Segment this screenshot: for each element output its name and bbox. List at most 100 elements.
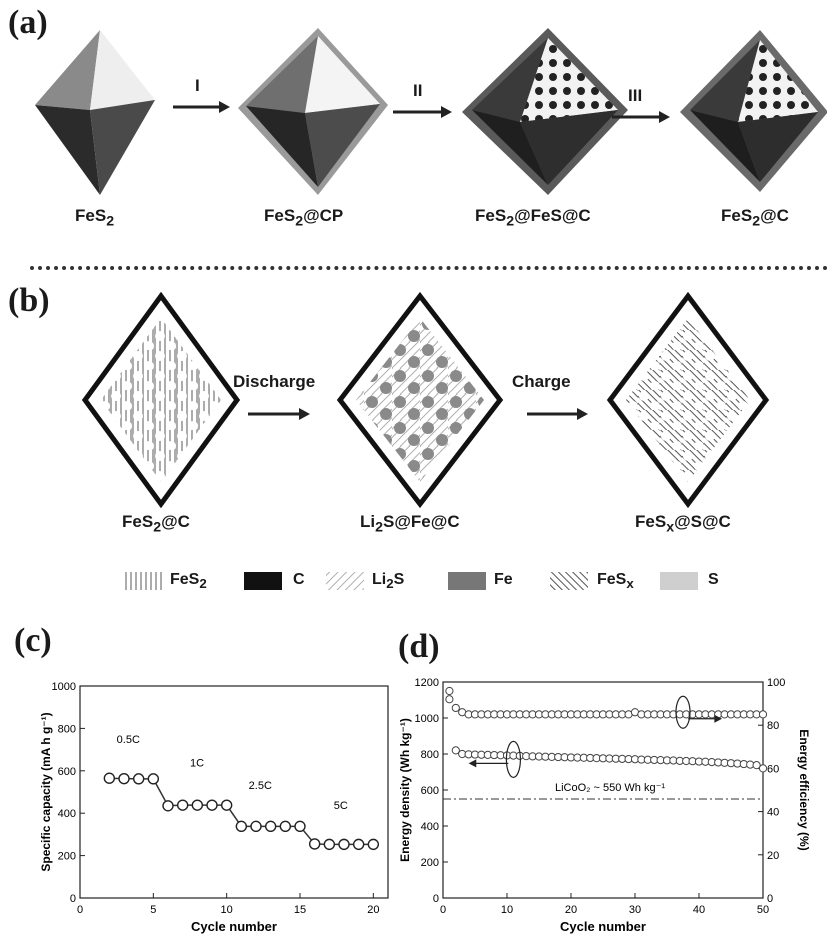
arrow-step-III bbox=[612, 111, 670, 123]
x-tick-label: 10 bbox=[221, 904, 233, 916]
arrow-charge bbox=[527, 408, 588, 420]
x-tick-label: 40 bbox=[693, 904, 705, 916]
left-axis-indicator-ellipse bbox=[505, 740, 522, 779]
label-fes2: FeS2 bbox=[75, 206, 115, 230]
legend-label-li2s: Li2S bbox=[372, 571, 405, 592]
panel-c-letter: (c) bbox=[14, 622, 52, 659]
arrow-label-discharge: Discharge bbox=[233, 372, 316, 391]
octahedron-fes2 bbox=[35, 30, 155, 195]
x-axis-label: Cycle number bbox=[191, 919, 277, 934]
panel-b-graphics bbox=[81, 291, 770, 590]
y-axis-label: Specific capacity (mA h g⁻¹) bbox=[39, 712, 53, 871]
y-tick-label: 800 bbox=[58, 723, 76, 735]
panel-a-letter: (a) bbox=[8, 4, 48, 41]
x-tick-label: 10 bbox=[501, 904, 513, 916]
data-point bbox=[235, 820, 248, 833]
data-point bbox=[294, 820, 306, 833]
rate-annotation: 2.5C bbox=[249, 780, 272, 792]
data-point bbox=[132, 773, 145, 785]
label-fes2-fes-c: FeS2@FeS@C bbox=[475, 206, 591, 230]
x-tick-label: 50 bbox=[757, 904, 769, 916]
data-point bbox=[162, 800, 174, 812]
arrow-label-charge: Charge bbox=[512, 372, 571, 391]
data-point bbox=[279, 820, 292, 833]
legend-label-fe: Fe bbox=[494, 571, 513, 588]
energy-efficiency-point bbox=[445, 695, 454, 704]
label-fes2-cp: FeS2@CP bbox=[264, 206, 344, 230]
y-right-tick-label: 20 bbox=[767, 850, 779, 862]
y-tick-label: 200 bbox=[58, 851, 76, 863]
data-point bbox=[323, 838, 336, 851]
panel-d-letter: (d) bbox=[398, 628, 440, 665]
x-tick-label: 5 bbox=[150, 904, 156, 916]
plot-frame bbox=[79, 685, 389, 899]
y-tick-label: 0 bbox=[70, 893, 76, 905]
energy-density-point bbox=[752, 761, 761, 770]
x-tick-label: 20 bbox=[565, 904, 577, 916]
x-tick-label: 0 bbox=[77, 904, 83, 916]
arrow-discharge bbox=[248, 408, 310, 420]
legend-label-s: S bbox=[708, 571, 719, 588]
x-tick-label: 0 bbox=[440, 904, 446, 916]
data-point bbox=[352, 838, 365, 851]
chart-d: 0 10 20 30 40 5002004006008001000120002040608… bbox=[398, 677, 811, 934]
y-tick-label: 400 bbox=[421, 821, 439, 833]
y-tick-label: 1000 bbox=[415, 713, 439, 725]
legend-label-fes2: FeS2 bbox=[170, 571, 207, 592]
data-point bbox=[118, 772, 130, 785]
legend-swatch-fe bbox=[448, 572, 486, 590]
arrow-label-I: I bbox=[195, 76, 200, 95]
reference-line-label: LiCoO₂ ~ 550 Wh kg⁻¹ bbox=[555, 782, 665, 794]
arrow-label-III: III bbox=[628, 86, 643, 105]
right-axis-indicator-ellipse bbox=[675, 695, 691, 729]
right-axis-indicator-arrowhead bbox=[714, 714, 723, 723]
arrow-step-I bbox=[173, 101, 230, 113]
data-point bbox=[338, 838, 350, 851]
legend-label-c: C bbox=[293, 571, 305, 588]
octahedron-fes2-cp bbox=[238, 28, 388, 195]
y-tick-label: 600 bbox=[58, 766, 76, 778]
legend-label-fesx: FeSx bbox=[597, 571, 634, 592]
y-right-tick-label: 80 bbox=[767, 720, 779, 732]
data-point bbox=[264, 820, 277, 833]
octahedron-fes2-fes-c bbox=[462, 28, 628, 195]
diamond-fes2-c bbox=[81, 291, 241, 509]
x-tick-label: 15 bbox=[294, 904, 306, 916]
x-tick-label: 30 bbox=[629, 904, 641, 916]
y-axis-label: Energy density (Wh kg⁻¹) bbox=[398, 718, 412, 862]
x-tick-label: 20 bbox=[367, 904, 379, 916]
data-point bbox=[367, 838, 380, 851]
arrow-step-II bbox=[393, 106, 452, 118]
panel-a-graphics bbox=[35, 28, 827, 195]
data-point bbox=[176, 799, 189, 811]
y-tick-label: 1200 bbox=[415, 677, 439, 689]
legend-swatch-s bbox=[660, 572, 698, 590]
y-tick-label: 600 bbox=[421, 785, 439, 797]
rate-annotation: 5C bbox=[334, 800, 348, 812]
energy-density-point bbox=[445, 686, 454, 696]
y-right-tick-label: 40 bbox=[767, 807, 779, 819]
legend-swatch-c bbox=[244, 572, 282, 590]
data-point bbox=[103, 772, 116, 784]
energy-density-point bbox=[758, 764, 768, 773]
legend-swatch-fesx bbox=[550, 572, 588, 590]
label-fes2-c: FeS2@C bbox=[721, 206, 789, 230]
legend-swatch-li2s bbox=[326, 572, 364, 590]
energy-efficiency-point bbox=[451, 703, 460, 713]
legend-swatch-fes2 bbox=[124, 572, 162, 590]
y-tick-label: 800 bbox=[421, 749, 439, 761]
label-fesx-s-c: FeSx@S@C bbox=[635, 512, 731, 536]
y-right-tick-label: 100 bbox=[767, 677, 785, 689]
diamond-li2s-fe-c bbox=[336, 291, 504, 509]
y-tick-label: 200 bbox=[421, 857, 439, 869]
energy-density-point bbox=[451, 746, 460, 755]
y-right-axis-label: Energy efficiency (%) bbox=[797, 729, 811, 850]
label-li2s-fe-c: Li2S@Fe@C bbox=[360, 512, 460, 536]
data-point bbox=[191, 799, 204, 811]
label-fes2-c-b: FeS2@C bbox=[122, 512, 190, 536]
y-tick-label: 400 bbox=[58, 808, 76, 820]
octahedron-fes2-c bbox=[680, 30, 827, 192]
y-right-tick-label: 60 bbox=[767, 763, 779, 775]
data-point bbox=[147, 773, 160, 785]
